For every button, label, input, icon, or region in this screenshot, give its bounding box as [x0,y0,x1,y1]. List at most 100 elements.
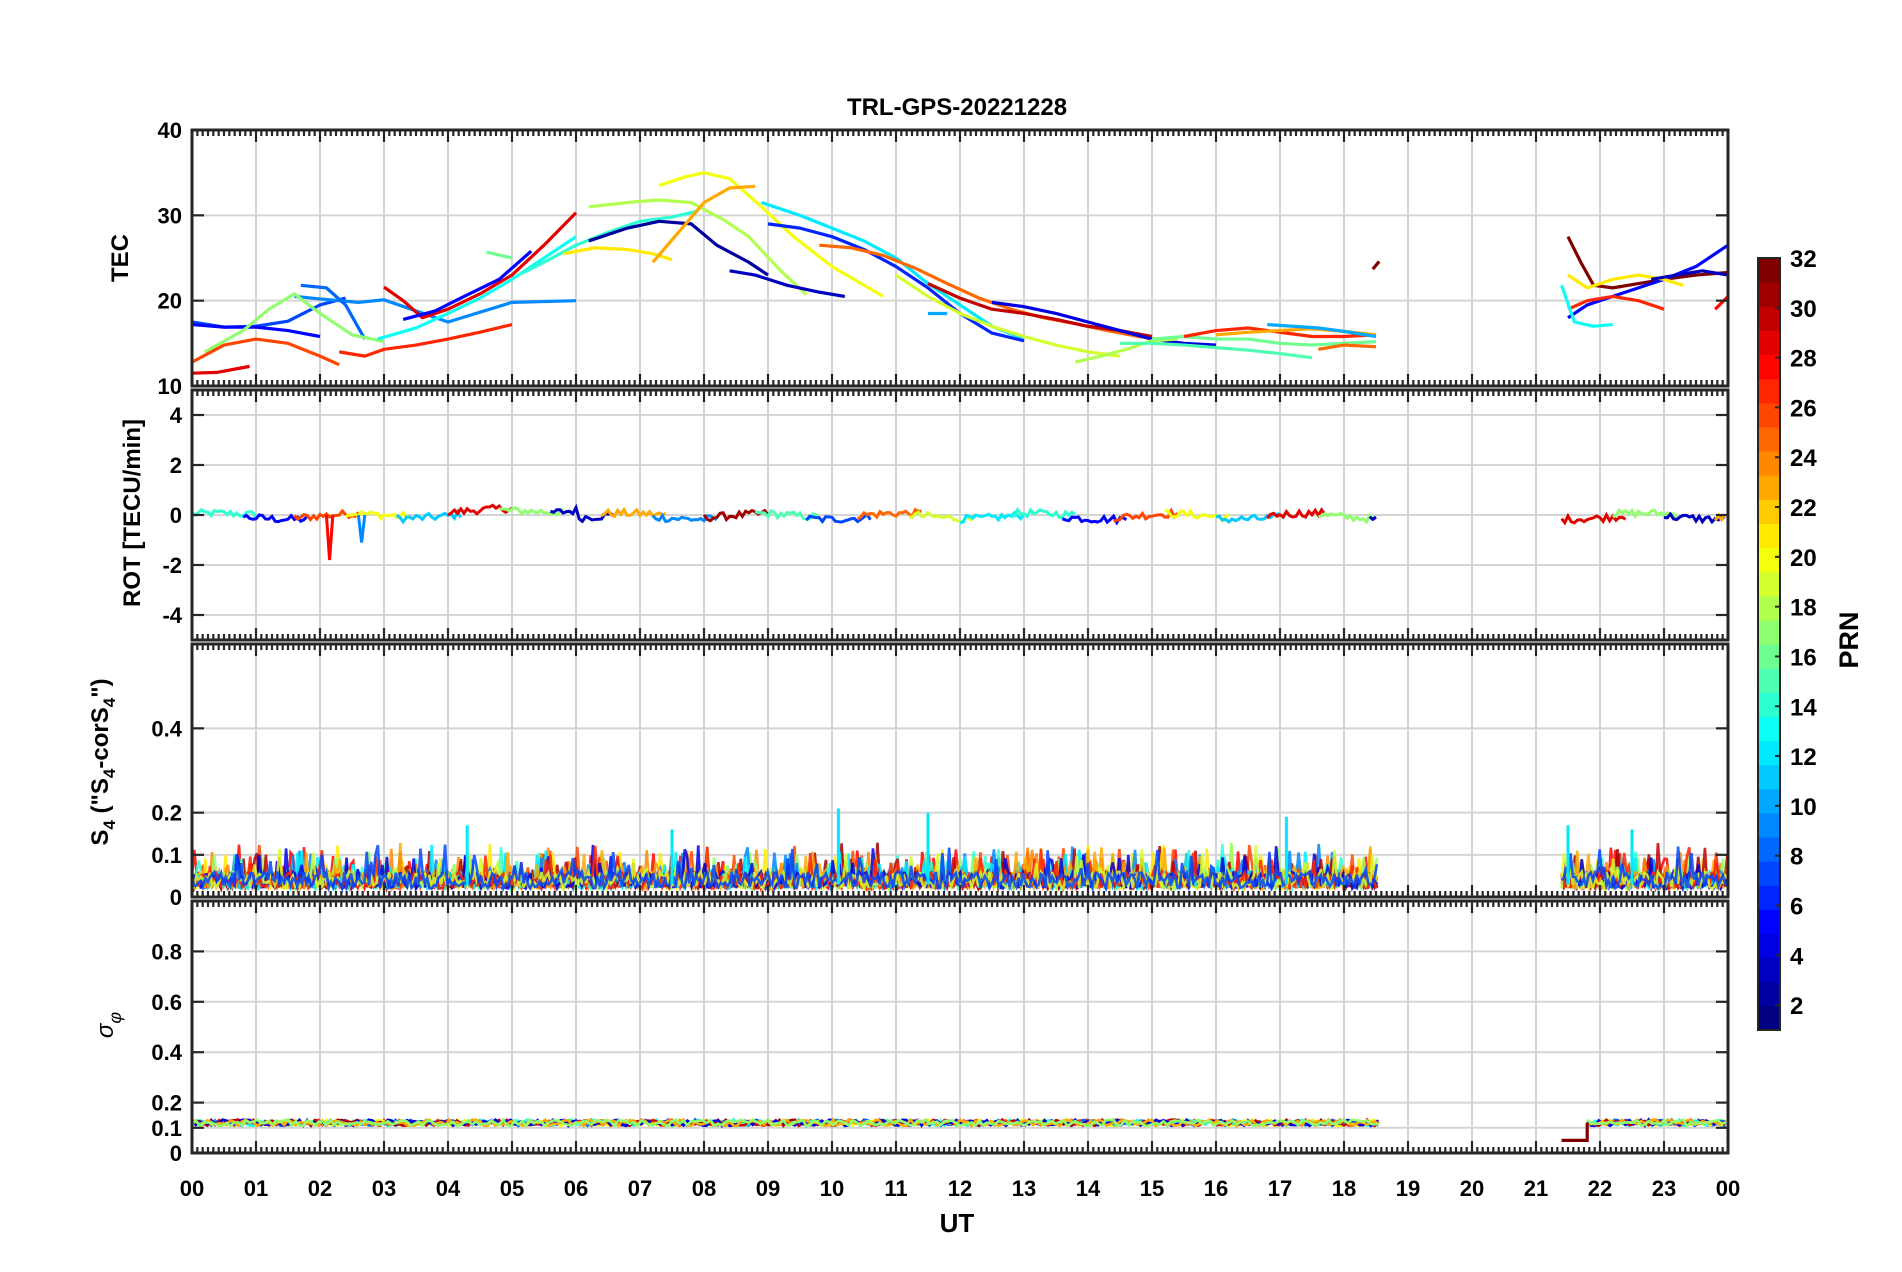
rot-trace [1560,511,1627,526]
sigma-phi-trace [1586,1118,1726,1128]
x-tick-label: 07 [628,1176,652,1201]
tec-trace [1371,260,1381,271]
colorbar-swatch [1758,402,1780,428]
tec-panel: 10 20 30 40 [158,118,1730,399]
colorbar-swatch [1758,258,1780,283]
tec-trace [761,201,1025,341]
y-tick-label: 0.1 [151,1116,182,1141]
colorbar-swatch [1758,668,1780,693]
colorbar-swatch [1758,499,1780,524]
y-tick-label: 10 [158,374,182,399]
x-tick-label: 18 [1332,1176,1356,1201]
x-axis-label: UT [940,1208,975,1238]
y-tick-label: -2 [162,553,182,578]
x-tick-label: 19 [1396,1176,1420,1201]
data-traces [191,1117,1727,1143]
colorbar-swatch [1758,812,1780,838]
colorbar-tick-label: 4 [1790,943,1804,970]
colorbar-tick-label: 24 [1790,445,1817,472]
data-traces [191,503,1727,561]
colorbar-swatch [1758,547,1780,573]
colorbar-swatch [1758,282,1780,307]
colorbar-swatch [1758,644,1780,669]
sigma-phi-panel: 00.10.2 0.4 0.6 0.8 [151,899,1730,1166]
x-tick-labels: 00 01 02 03 04 05 06 07 08 09 10 11 12 13 14 15 16 17 18 19… [180,1176,1740,1201]
tec-trace [517,209,698,277]
rot-spike [324,514,335,561]
tec-trace [1120,341,1313,360]
y-tick-label: -4 [162,603,182,628]
tec-trace [1567,294,1665,311]
colorbar-tick-label: 2 [1790,993,1803,1020]
tec-trace [1566,235,1729,290]
tec-trace [204,292,385,354]
tec-trace [300,283,367,340]
colorbar-tick-label: 32 [1790,246,1817,273]
colorbar-swatch [1758,885,1780,910]
x-tick-label: 13 [1012,1176,1036,1201]
colorbar-swatch [1758,933,1780,959]
colorbar-swatch [1758,475,1780,500]
rot-trace [959,510,1026,525]
s4-ylabel: S4 ("S4-corS4") [87,678,119,845]
axis-ticks [190,128,1730,388]
colorbar-swatch [1758,378,1780,404]
colorbar-tick-label: 20 [1790,545,1817,572]
sigma-phi-trace [191,1117,1379,1128]
y-tick-label: 2 [170,453,182,478]
sigma-phi-dip [1561,1122,1589,1143]
chart-title: TRL-GPS-20221228 [847,94,1067,121]
x-tick-label: 22 [1588,1176,1612,1201]
tec-trace [588,198,808,296]
tec-trace [895,273,1121,358]
y-tick-label: 0.4 [151,1040,182,1065]
x-tick-label: 23 [1652,1176,1676,1201]
tec-trace [338,323,513,358]
colorbar-tick-label: 22 [1790,495,1817,522]
x-tick-label: 11 [884,1176,907,1201]
data-traces [190,808,1729,894]
y-tick-label: 0.2 [151,801,182,826]
x-tick-label: 06 [564,1176,588,1201]
y-tick-label: 0.6 [151,990,182,1015]
colorbar-swatch [1758,354,1780,380]
x-tick-label: 12 [948,1176,972,1201]
y-tick-label: 40 [158,118,182,143]
tec-trace [1267,322,1377,339]
axis-ticks [190,644,1730,899]
x-tick-label: 05 [500,1176,524,1201]
axis-ticks [190,390,1730,640]
tec-trace [658,171,885,298]
colorbar-swatch [1758,764,1780,790]
tec-trace [191,364,250,375]
colorbar-tick-label: 6 [1790,893,1803,920]
axis-ticks [190,901,1730,1155]
rot-trace [1011,506,1076,520]
y-tick-label: 30 [158,203,182,228]
colorbar-swatch [1758,523,1780,549]
y-tick-label: 0.4 [151,716,182,741]
colorbar-tick-label: 8 [1790,844,1803,871]
y-tick-label: 0 [170,885,182,910]
rot-trace [1317,511,1377,525]
x-tick-label: 02 [308,1176,332,1201]
y-tick-label: 20 [158,289,182,314]
x-tick-label: 14 [1076,1176,1101,1201]
tec-trace [1560,284,1613,328]
sigma-phi-ylabel: σφ [92,1012,125,1038]
x-tick-label: 16 [1204,1176,1228,1201]
colorbar-tick-label: 18 [1790,595,1817,622]
y-tick-label: 4 [170,403,183,428]
tec-trace [651,184,756,264]
colorbar-swatch [1758,837,1780,862]
colorbar-tick-label: 12 [1790,744,1817,771]
colorbar-swatch [1758,692,1780,717]
x-tick-label: 09 [756,1176,780,1201]
tec-trace [1318,343,1377,351]
data-traces [191,171,1730,375]
x-tick-label: 10 [820,1176,844,1201]
tec-trace [1567,243,1729,320]
x-tick-label: 04 [436,1176,461,1201]
y-tick-label: 0 [170,1141,182,1166]
